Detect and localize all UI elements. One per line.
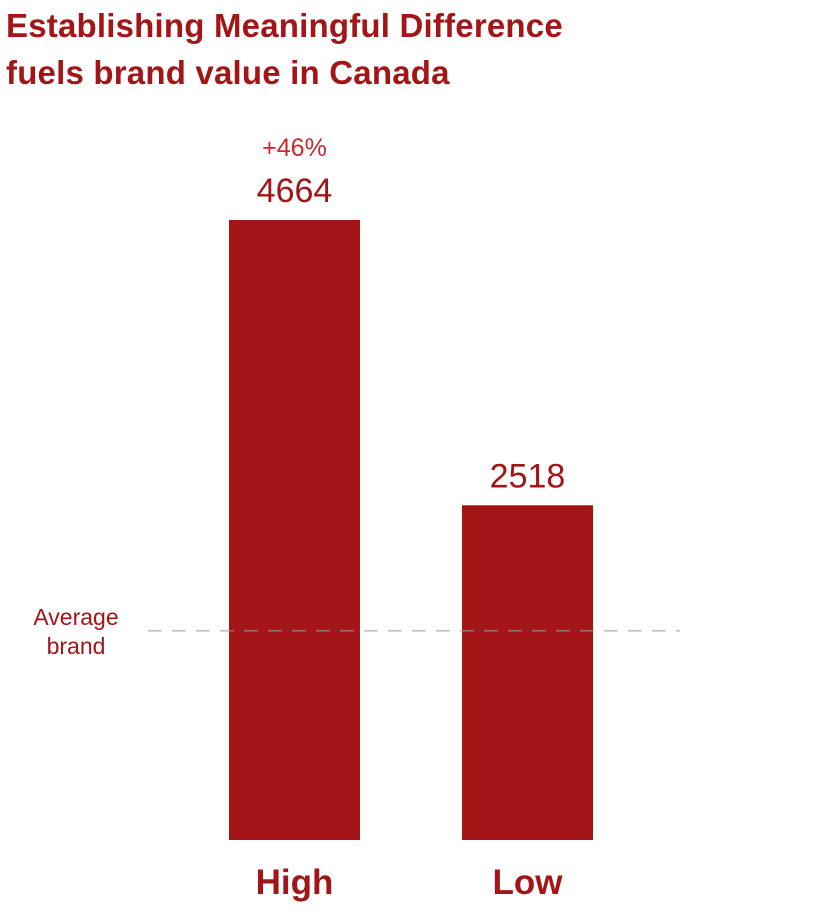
bar-high — [229, 220, 360, 840]
average-brand-label-line-1: Average — [33, 604, 118, 630]
percent-annotation-high: +46% — [262, 134, 327, 162]
average-brand-label-line-2: brand — [47, 633, 106, 659]
value-label-low: 2518 — [490, 457, 566, 495]
category-label-low: Low — [493, 863, 564, 902]
chart-title: Establishing Meaningful Difference fuels… — [6, 2, 563, 96]
reference-layer: Average brand — [33, 604, 680, 659]
chart-title-line-1: Establishing Meaningful Difference — [6, 7, 563, 44]
labels-layer: 4664 +46% High 2518 Low — [256, 134, 566, 902]
value-label-high: 4664 — [257, 172, 333, 210]
bars-layer — [229, 220, 593, 840]
chart-title-line-2: fuels brand value in Canada — [6, 54, 450, 91]
category-label-high: High — [256, 863, 334, 902]
bar-low — [462, 505, 593, 840]
